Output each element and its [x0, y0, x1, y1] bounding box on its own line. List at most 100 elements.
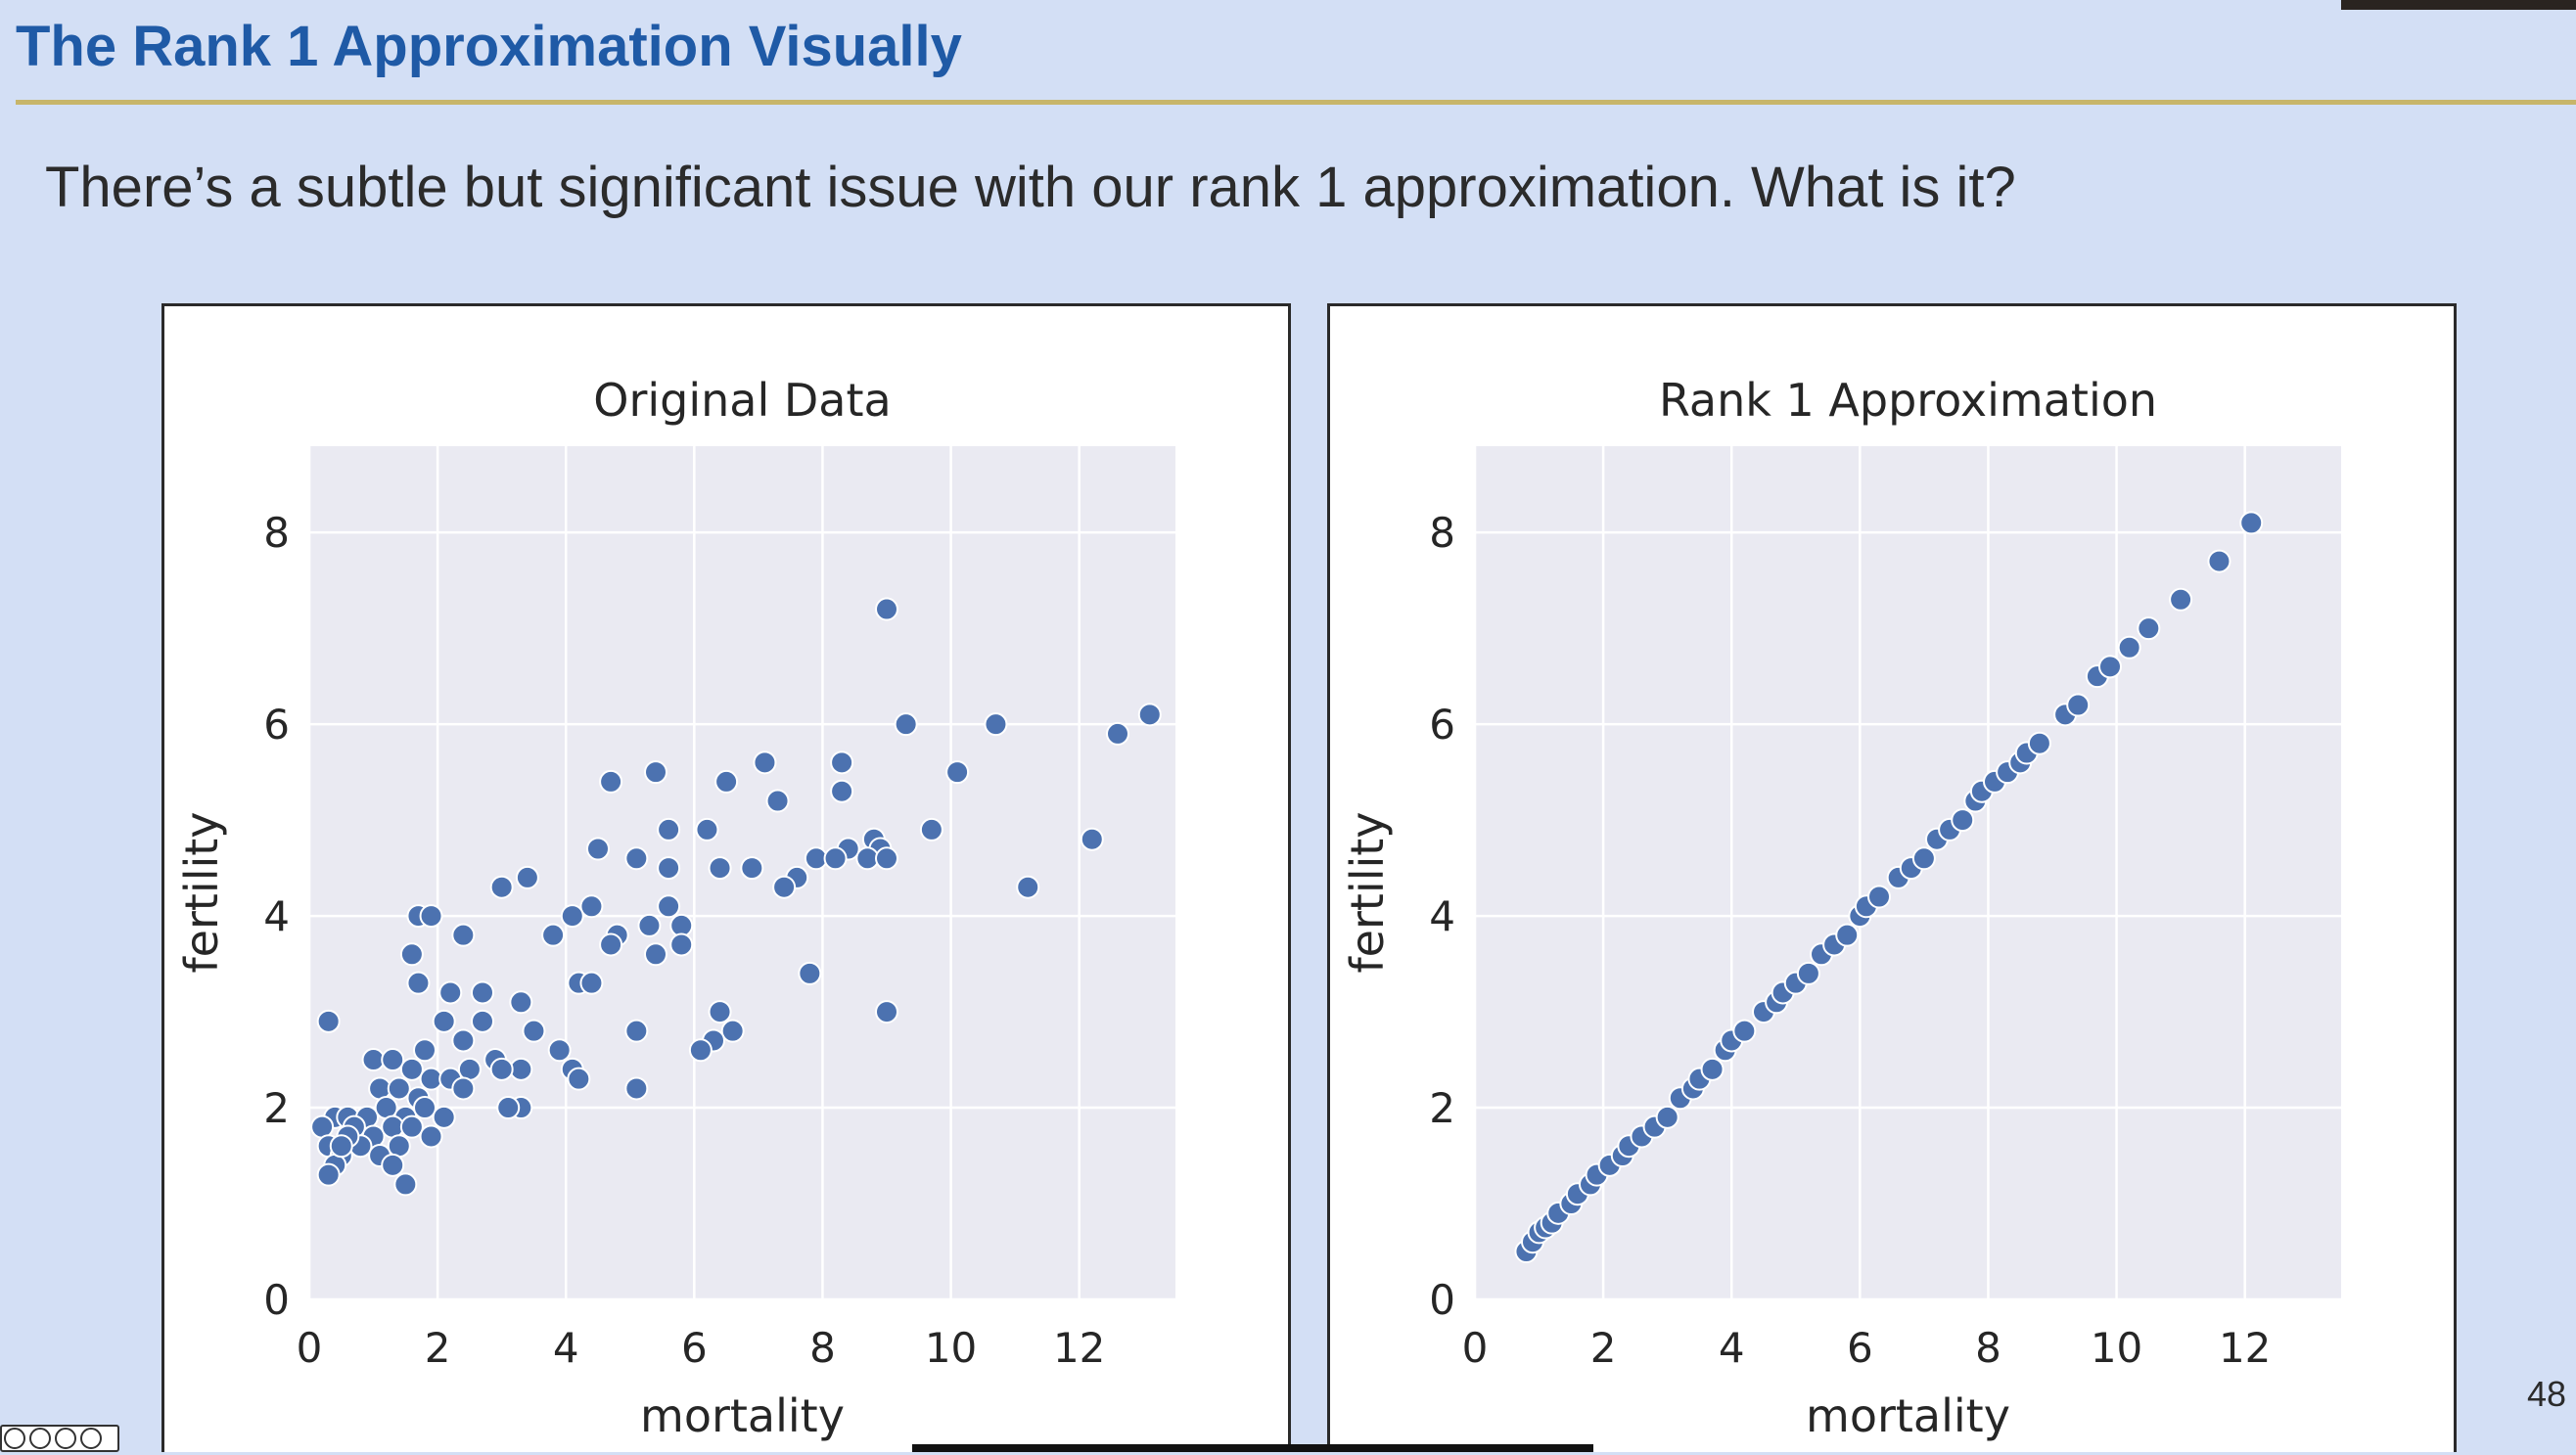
data-point: [823, 846, 848, 871]
data-point: [1655, 1105, 1679, 1129]
data-point: [399, 942, 424, 967]
data-point: [708, 1000, 732, 1024]
data-point: [1700, 1057, 1725, 1081]
webcam-thumbnail: [2341, 0, 2576, 10]
x-tick-label: 12: [2219, 1324, 2271, 1372]
y-axis-label: fertility: [175, 811, 228, 973]
data-point: [509, 990, 533, 1015]
data-point: [586, 837, 610, 861]
data-point: [316, 1162, 341, 1187]
data-point: [406, 971, 431, 995]
data-point: [830, 750, 854, 775]
data-point: [515, 865, 539, 889]
data-point: [599, 769, 623, 794]
chart-title: Original Data: [593, 374, 891, 427]
slide-number: 48: [2527, 1374, 2567, 1414]
data-point: [1137, 703, 1162, 727]
x-tick-label: 4: [553, 1324, 579, 1372]
sa-icon: [80, 1428, 102, 1449]
data-point: [984, 712, 1008, 737]
data-point: [399, 1057, 424, 1081]
data-point: [657, 894, 681, 919]
data-point: [489, 875, 514, 899]
x-tick-label: 4: [1719, 1324, 1745, 1372]
x-tick-label: 8: [809, 1324, 836, 1372]
data-point: [2239, 511, 2264, 535]
data-point: [1080, 827, 1104, 851]
data-point: [2117, 635, 2141, 659]
data-point: [657, 856, 681, 881]
data-point: [714, 769, 739, 794]
data-point: [1911, 846, 1936, 871]
data-point: [451, 1076, 476, 1101]
data-point: [399, 1114, 424, 1139]
data-point: [432, 1105, 456, 1129]
data-point: [393, 1172, 418, 1197]
x-tick-label: 10: [925, 1324, 977, 1372]
data-point: [1016, 875, 1040, 899]
data-point: [560, 904, 584, 929]
y-axis-label: fertility: [1341, 811, 1394, 973]
data-point: [1951, 808, 1975, 833]
chart-panel-original: 0 2 4 6 8 10 12 0 2 4 6 8 Original Data mortality fert…: [161, 303, 1291, 1452]
x-tick-label: 8: [1975, 1324, 2001, 1372]
original-data-chart: 0 2 4 6 8 10 12 0 2 4 6 8 Original Data mortality fert…: [175, 374, 1175, 1442]
data-point: [720, 1019, 745, 1043]
data-point: [919, 817, 943, 841]
data-point: [1835, 923, 1860, 947]
data-point: [1867, 885, 1891, 909]
data-point: [798, 961, 822, 985]
y-tick-label: 0: [263, 1276, 290, 1324]
data-point: [419, 1124, 443, 1149]
x-tick-label: 10: [2091, 1324, 2142, 1372]
data-point: [657, 817, 681, 841]
data-point: [419, 904, 443, 929]
data-point: [2169, 587, 2193, 612]
data-point: [413, 1096, 437, 1120]
data-point: [599, 932, 623, 957]
rank1-approximation-chart: 0 2 4 6 8 10 12 0 2 4 6 8 Rank 1 Approximation mortal…: [1341, 374, 2341, 1442]
data-point: [875, 846, 898, 871]
y-tick-label: 6: [1429, 701, 1455, 749]
data-point: [2137, 616, 2161, 641]
slide-subtitle: There’s a subtle but significant issue w…: [45, 156, 2016, 219]
data-point: [579, 894, 604, 919]
data-point: [547, 1038, 572, 1063]
data-point: [875, 1000, 898, 1024]
x-tick-label: 12: [1053, 1324, 1105, 1372]
data-point: [708, 856, 732, 881]
data-point: [688, 1038, 713, 1063]
data-point: [451, 1028, 476, 1053]
data-point: [830, 779, 854, 803]
data-point: [2098, 655, 2122, 679]
x-tick-label: 0: [1462, 1324, 1489, 1372]
data-point: [637, 913, 662, 937]
x-tick-label: 0: [297, 1324, 323, 1372]
chart-title: Rank 1 Approximation: [1659, 374, 2157, 427]
by-icon: [29, 1428, 51, 1449]
data-point: [2207, 549, 2231, 573]
y-tick-label: 0: [1429, 1276, 1455, 1324]
x-axis-label: mortality: [1806, 1389, 2010, 1442]
data-point: [1106, 721, 1129, 746]
data-point: [765, 789, 790, 813]
data-point: [772, 875, 797, 899]
data-point: [489, 1057, 514, 1081]
video-progress-bar[interactable]: [912, 1444, 1593, 1452]
data-point: [894, 712, 918, 737]
data-point: [381, 1153, 405, 1177]
data-point: [316, 1009, 341, 1033]
nc-icon: [55, 1428, 76, 1449]
data-point: [381, 1048, 405, 1072]
title-divider: [16, 100, 2576, 105]
data-point: [753, 750, 777, 775]
data-point: [624, 846, 649, 871]
y-tick-label: 6: [263, 701, 290, 749]
data-point: [579, 971, 604, 995]
data-point: [567, 1067, 591, 1091]
data-point: [329, 1134, 353, 1159]
x-tick-label: 6: [681, 1324, 708, 1372]
y-tick-label: 2: [263, 1084, 290, 1132]
data-point: [875, 597, 898, 621]
data-point: [740, 856, 764, 881]
